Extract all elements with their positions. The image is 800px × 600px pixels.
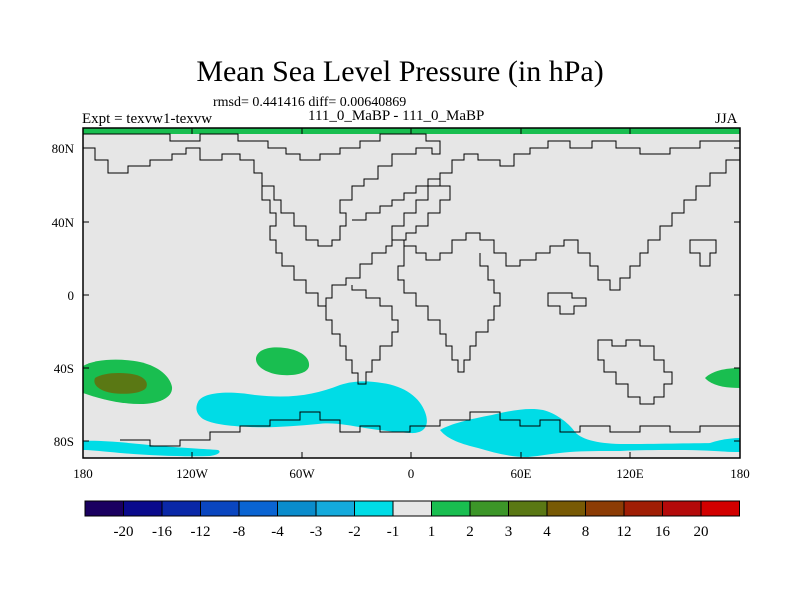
colorbar-label: -1 bbox=[387, 524, 400, 540]
coast-north-america bbox=[261, 178, 451, 307]
lon-label-180w: 180 bbox=[73, 466, 93, 481]
lon-label-180e: 180 bbox=[730, 466, 750, 481]
colorbar-swatch bbox=[200, 500, 240, 517]
colorbar-swatch bbox=[161, 500, 201, 517]
colorbar-labels: -20 -16 -12 -8 -4 -3 -2 -1 1 2 3 4 8 12 16 20 bbox=[114, 524, 709, 540]
coast-south-america bbox=[325, 285, 399, 385]
contour-south-pacific-positive-core bbox=[94, 373, 147, 394]
colorbar-swatch bbox=[585, 500, 625, 517]
colorbar-label: 12 bbox=[617, 524, 632, 540]
coastlines bbox=[83, 133, 741, 447]
lon-label-60w: 60W bbox=[289, 466, 315, 481]
lat-label-80s: 80S bbox=[54, 434, 74, 449]
colorbar-label: 2 bbox=[466, 524, 474, 540]
colorbar-swatch bbox=[546, 500, 586, 517]
colorbar-swatch bbox=[84, 500, 124, 517]
contour-antarctic-negative-right bbox=[700, 438, 740, 452]
coast-africa bbox=[397, 246, 501, 373]
lat-label-0: 0 bbox=[68, 288, 75, 303]
colorbar-label: 16 bbox=[655, 524, 671, 540]
stats-label: rmsd= 0.441416 diff= 0.00640869 bbox=[213, 95, 407, 110]
season-label: JJA bbox=[715, 111, 738, 127]
colorbar-swatch bbox=[431, 500, 471, 517]
coast-east-island bbox=[689, 239, 717, 267]
colorbar-swatch bbox=[315, 500, 355, 517]
coast-greenland-arctic bbox=[83, 133, 441, 247]
colorbar-swatch bbox=[700, 500, 740, 517]
contour-east-positive bbox=[705, 368, 740, 388]
lon-label-120w: 120W bbox=[176, 466, 209, 481]
colorbar-swatch bbox=[662, 500, 702, 517]
colorbar-label: -8 bbox=[233, 524, 246, 540]
lon-label-60e: 60E bbox=[511, 466, 532, 481]
colorbar-label: -12 bbox=[191, 524, 211, 540]
lat-label-40s: 40S bbox=[54, 361, 74, 376]
contour-south-pacific-negative bbox=[196, 381, 427, 434]
lat-label-80n: 80N bbox=[52, 141, 75, 156]
coast-australia bbox=[597, 339, 673, 405]
contour-antarctic-negative-left bbox=[83, 440, 220, 457]
colorbar bbox=[84, 500, 740, 517]
contour-south-indian-negative bbox=[440, 408, 740, 457]
colorbar-label: 8 bbox=[582, 524, 590, 540]
colorbar-swatch bbox=[392, 500, 432, 517]
colorbar-label: 1 bbox=[428, 524, 436, 540]
colorbar-swatch bbox=[238, 500, 278, 517]
colorbar-label: 4 bbox=[543, 524, 551, 540]
colorbar-label: 20 bbox=[694, 524, 709, 540]
colorbar-swatch bbox=[623, 500, 663, 517]
lon-label-0: 0 bbox=[408, 466, 415, 481]
colorbar-label: -16 bbox=[152, 524, 172, 540]
lat-label-40n: 40N bbox=[52, 215, 75, 230]
comparison-label: 111_0_MaBP - 111_0_MaBP bbox=[308, 108, 485, 124]
lon-label-120e: 120E bbox=[616, 466, 644, 481]
contour-mid-pacific-positive bbox=[255, 347, 310, 376]
coast-europe-asia bbox=[391, 140, 741, 291]
colorbar-label: -4 bbox=[271, 524, 284, 540]
colorbar-swatch bbox=[469, 500, 509, 517]
colorbar-label: -2 bbox=[348, 524, 361, 540]
map-title: Mean Sea Level Pressure (in hPa) bbox=[196, 55, 604, 88]
colorbar-swatch bbox=[123, 500, 163, 517]
coast-se-asia bbox=[547, 292, 587, 315]
axis-ticks bbox=[82, 128, 741, 458]
colorbar-swatch bbox=[508, 500, 548, 517]
colorbar-swatch bbox=[277, 500, 317, 517]
colorbar-label: -20 bbox=[114, 524, 134, 540]
colorbar-swatch bbox=[354, 500, 394, 517]
experiment-label: Expt = texvw1-texvw bbox=[82, 111, 213, 127]
coast-antarctica bbox=[120, 411, 740, 447]
colorbar-label: 3 bbox=[505, 524, 513, 540]
colorbar-label: -3 bbox=[310, 524, 323, 540]
